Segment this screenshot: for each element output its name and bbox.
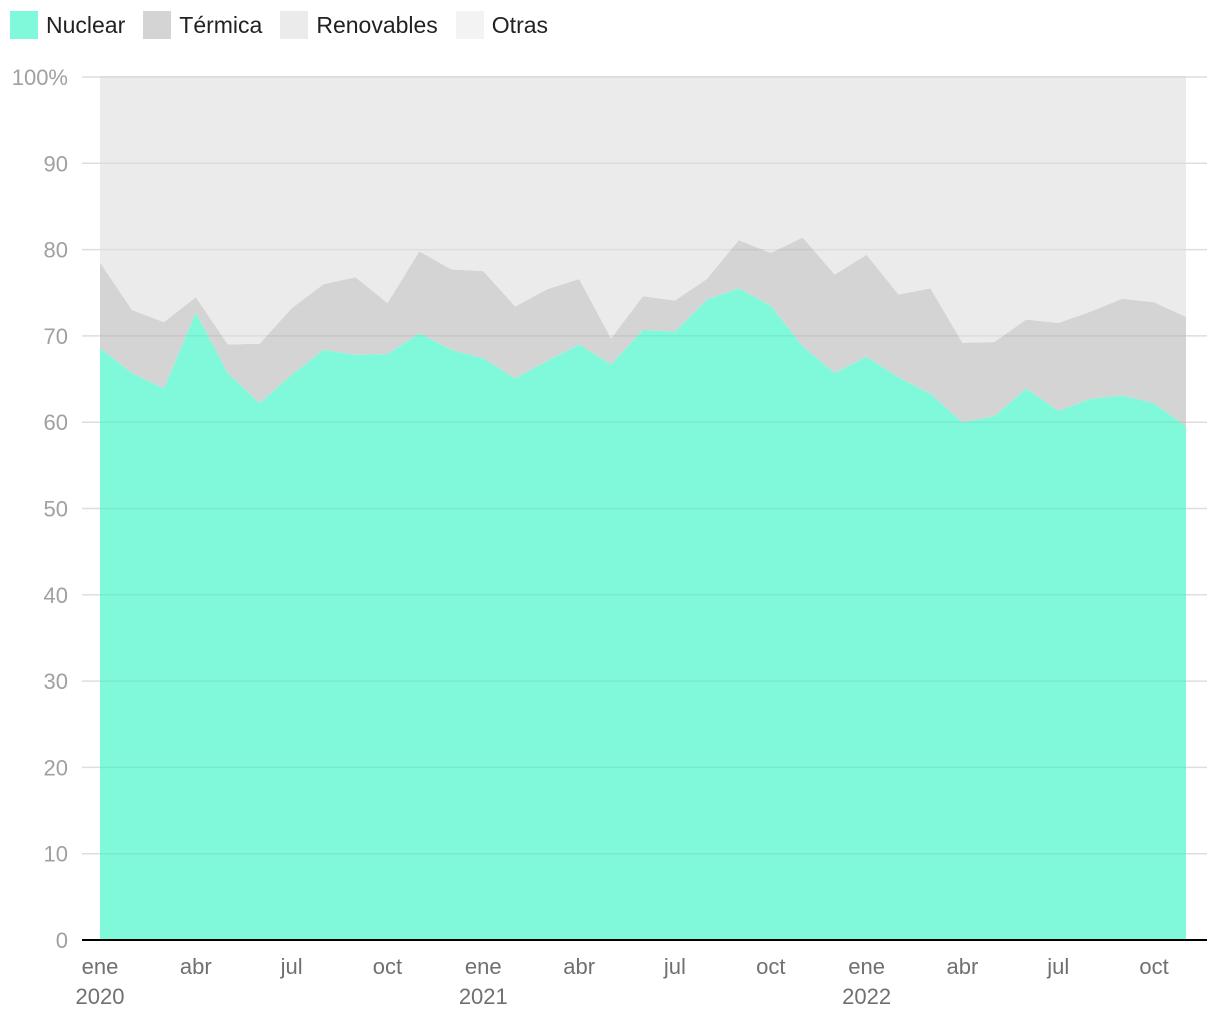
x-tick-month: abr xyxy=(563,954,595,979)
area-nuclear xyxy=(100,288,1186,940)
series-areas xyxy=(100,77,1186,940)
legend: Nuclear Térmica Renovables Otras xyxy=(10,10,566,40)
legend-swatch xyxy=(455,11,484,39)
y-tick-label: 10 xyxy=(44,842,68,867)
y-tick-label: 60 xyxy=(44,410,68,435)
y-tick-label: 70 xyxy=(44,324,68,349)
x-tick-month: oct xyxy=(756,954,785,979)
y-tick-label: 50 xyxy=(44,497,68,522)
y-tick-label: 90 xyxy=(44,151,68,176)
legend-swatch xyxy=(10,11,38,39)
legend-label: Otras xyxy=(491,11,549,38)
legend-item-3: Otras xyxy=(455,11,549,39)
x-tick-month: oct xyxy=(373,954,402,979)
legend-swatch xyxy=(280,11,309,39)
legend-label: Térmica xyxy=(179,11,263,38)
area-térmica xyxy=(100,237,1186,427)
x-tick-month: ene xyxy=(82,954,119,979)
legend-item-2: Renovables xyxy=(280,11,438,39)
x-tick-year: 2021 xyxy=(459,984,508,1009)
x-tick-month: ene xyxy=(848,954,885,979)
x-tick-year: 2020 xyxy=(76,984,125,1009)
x-tick-year: 2022 xyxy=(842,984,891,1009)
y-axis-tick-labels: 0 10 20 30 40 50 60 70 80 90 100% xyxy=(12,65,68,953)
x-tick-month: abr xyxy=(947,954,979,979)
legend-item-0: Nuclear xyxy=(10,11,125,39)
y-tick-label: 20 xyxy=(44,755,68,780)
y-tick-label: 30 xyxy=(44,669,68,694)
area-renovables xyxy=(100,77,1186,345)
x-tick-month: abr xyxy=(180,954,212,979)
x-tick-month: jul xyxy=(663,954,686,979)
x-tick-month: jul xyxy=(1046,954,1069,979)
legend-swatch xyxy=(143,11,172,39)
y-tick-label: 40 xyxy=(44,583,68,608)
y-tick-label: 0 xyxy=(56,928,68,953)
x-tick-month: ene xyxy=(465,954,502,979)
gridlines-overlay xyxy=(100,76,1186,855)
y-tick-label: 80 xyxy=(44,238,68,263)
legend-label: Nuclear xyxy=(46,11,126,38)
legend-item-1: Térmica xyxy=(143,11,262,39)
legend-label: Renovables xyxy=(316,11,438,38)
x-tick-month: jul xyxy=(280,954,303,979)
y-tick-label-top: 100% xyxy=(12,65,68,90)
x-axis-tick-labels: ene 2020 abr jul oct ene 2021 abr jul oct ene 2022 a… xyxy=(76,954,1169,1009)
x-tick-month: oct xyxy=(1139,954,1168,979)
